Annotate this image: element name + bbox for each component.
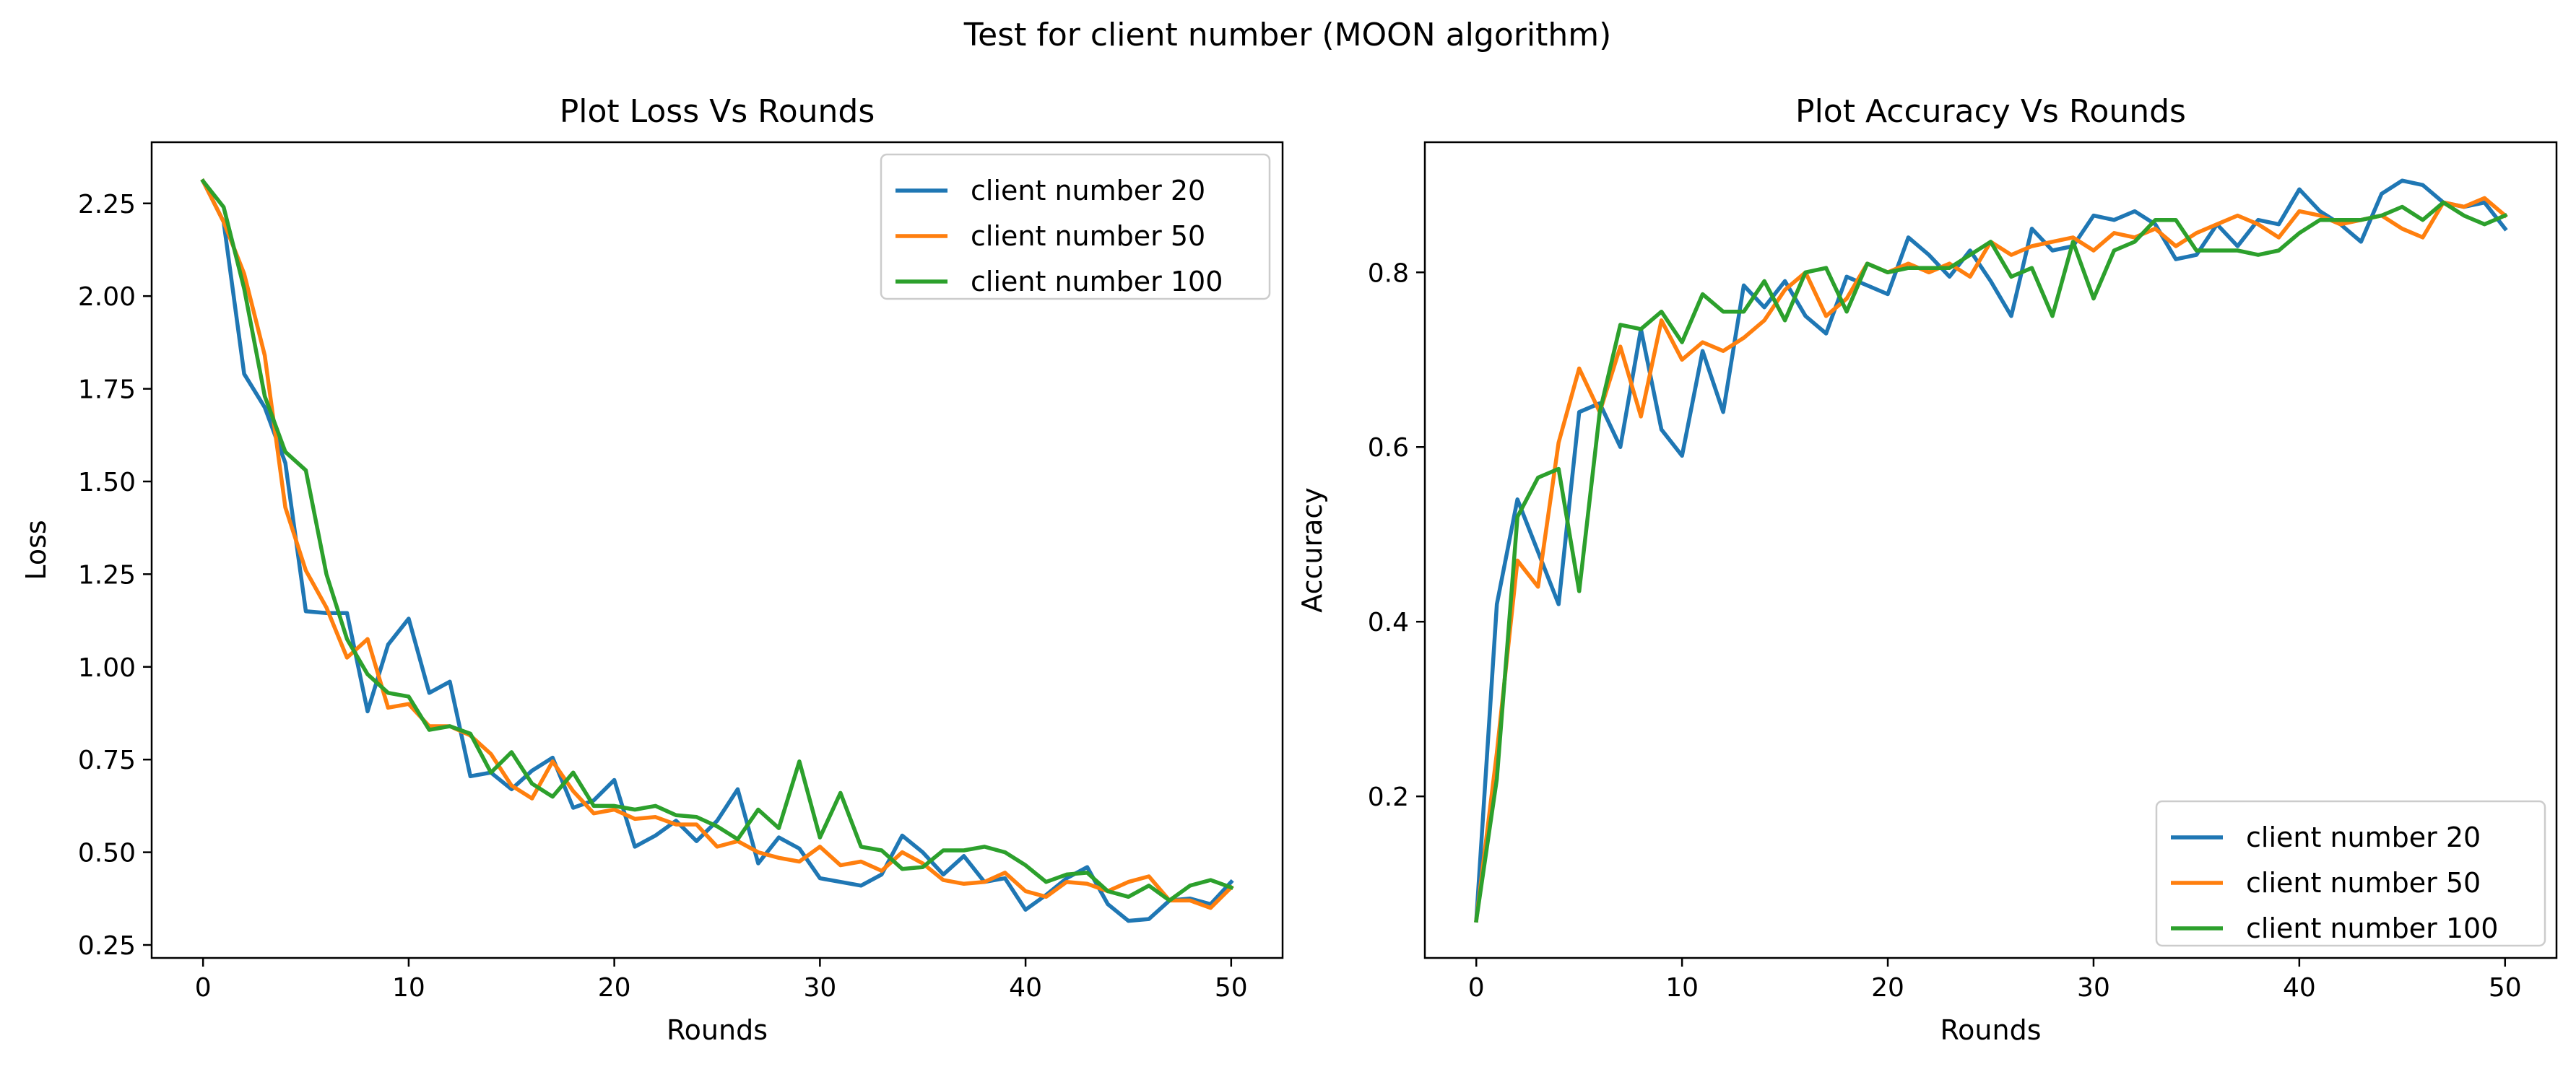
loss-x-tick-label: 10	[392, 973, 425, 1003]
loss-y-tick-label: 2.00	[78, 282, 136, 312]
figure-title: Test for client number (MOON algorithm)	[963, 17, 1611, 53]
loss-x-tick-label: 50	[1215, 973, 1248, 1003]
loss-y-tick-label: 0.25	[78, 931, 136, 961]
accuracy-x-tick-label: 40	[2283, 973, 2316, 1003]
loss-y-tick-label: 0.50	[78, 839, 136, 868]
accuracy-y-tick-label: 0.6	[1368, 433, 1409, 463]
loss-axes-frame	[150, 141, 1284, 959]
loss-legend-label: client number 20	[971, 175, 1205, 206]
accuracy-legend-label: client number 50	[2246, 867, 2481, 899]
accuracy-series-line-100	[1474, 200, 2508, 923]
loss-y-axis-label: Loss	[20, 520, 52, 580]
accuracy-x-tick-label: 30	[2077, 973, 2110, 1003]
loss-series-line-20	[200, 178, 1234, 923]
loss-y-tick-label: 0.75	[78, 746, 136, 775]
loss-y-tick-label: 1.00	[78, 653, 136, 683]
loss-chart-title: Plot Loss Vs Rounds	[560, 93, 875, 130]
loss-x-tick-label: 20	[598, 973, 631, 1003]
accuracy-y-tick-label: 0.4	[1368, 608, 1409, 637]
loss-y-tick-label: 1.50	[78, 468, 136, 497]
accuracy-legend: client number 20 client number 50 client n…	[2155, 800, 2546, 947]
loss-legend-label: client number 50	[971, 220, 1205, 252]
accuracy-legend-label: client number 20	[2246, 822, 2481, 853]
accuracy-x-tick-label: 50	[2489, 973, 2522, 1003]
accuracy-y-tick-label: 0.8	[1368, 258, 1409, 288]
accuracy-chart-title: Plot Accuracy Vs Rounds	[1795, 93, 2186, 130]
loss-panel: Plot Loss Vs Rounds 0 10 20 30 40 50 0.25 0.50 0.…	[20, 93, 1284, 1046]
accuracy-axes-frame	[1423, 141, 2558, 959]
loss-x-tick-label: 0	[195, 973, 212, 1003]
loss-x-axis-label: Rounds	[667, 1014, 768, 1046]
loss-legend-label: client number 100	[971, 266, 1223, 297]
accuracy-y-axis-label: Accuracy	[1296, 487, 1328, 613]
loss-series-line-100	[200, 178, 1234, 903]
loss-y-tick-label: 1.25	[78, 560, 136, 590]
accuracy-x-tick-label: 10	[1665, 973, 1699, 1003]
accuracy-x-tick-label: 0	[1468, 973, 1485, 1003]
loss-x-tick-label: 30	[803, 973, 836, 1003]
loss-x-tick-label: 40	[1009, 973, 1042, 1003]
accuracy-x-tick-label: 20	[1871, 973, 1904, 1003]
accuracy-x-axis-label: Rounds	[1940, 1014, 2041, 1046]
loss-legend-box	[880, 153, 1271, 300]
loss-y-tick-label: 1.75	[78, 375, 136, 405]
loss-legend: client number 20 client number 50 client n…	[880, 153, 1271, 300]
accuracy-legend-label: client number 100	[2246, 912, 2498, 944]
loss-series-line-50	[200, 178, 1234, 910]
accuracy-panel: Plot Accuracy Vs Rounds 0 10 20 30 40 50 0.2 0.4…	[1296, 93, 2558, 1046]
loss-y-tick-label: 2.25	[78, 190, 136, 219]
accuracy-legend-box	[2155, 800, 2546, 947]
accuracy-y-tick-label: 0.2	[1368, 783, 1409, 812]
